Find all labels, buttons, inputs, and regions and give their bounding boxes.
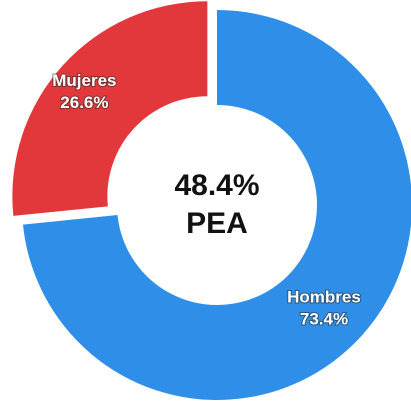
donut-slice (22, 10, 411, 400)
center-value: 48.4% (174, 169, 259, 202)
slice-value: 26.6% (60, 93, 108, 112)
slice-value: 73.4% (300, 309, 348, 328)
slice-category: Mujeres (52, 71, 116, 90)
center-caption: PEA (186, 207, 248, 240)
donut-slice (12, 1, 208, 216)
slice-category: Hombres (287, 287, 361, 306)
